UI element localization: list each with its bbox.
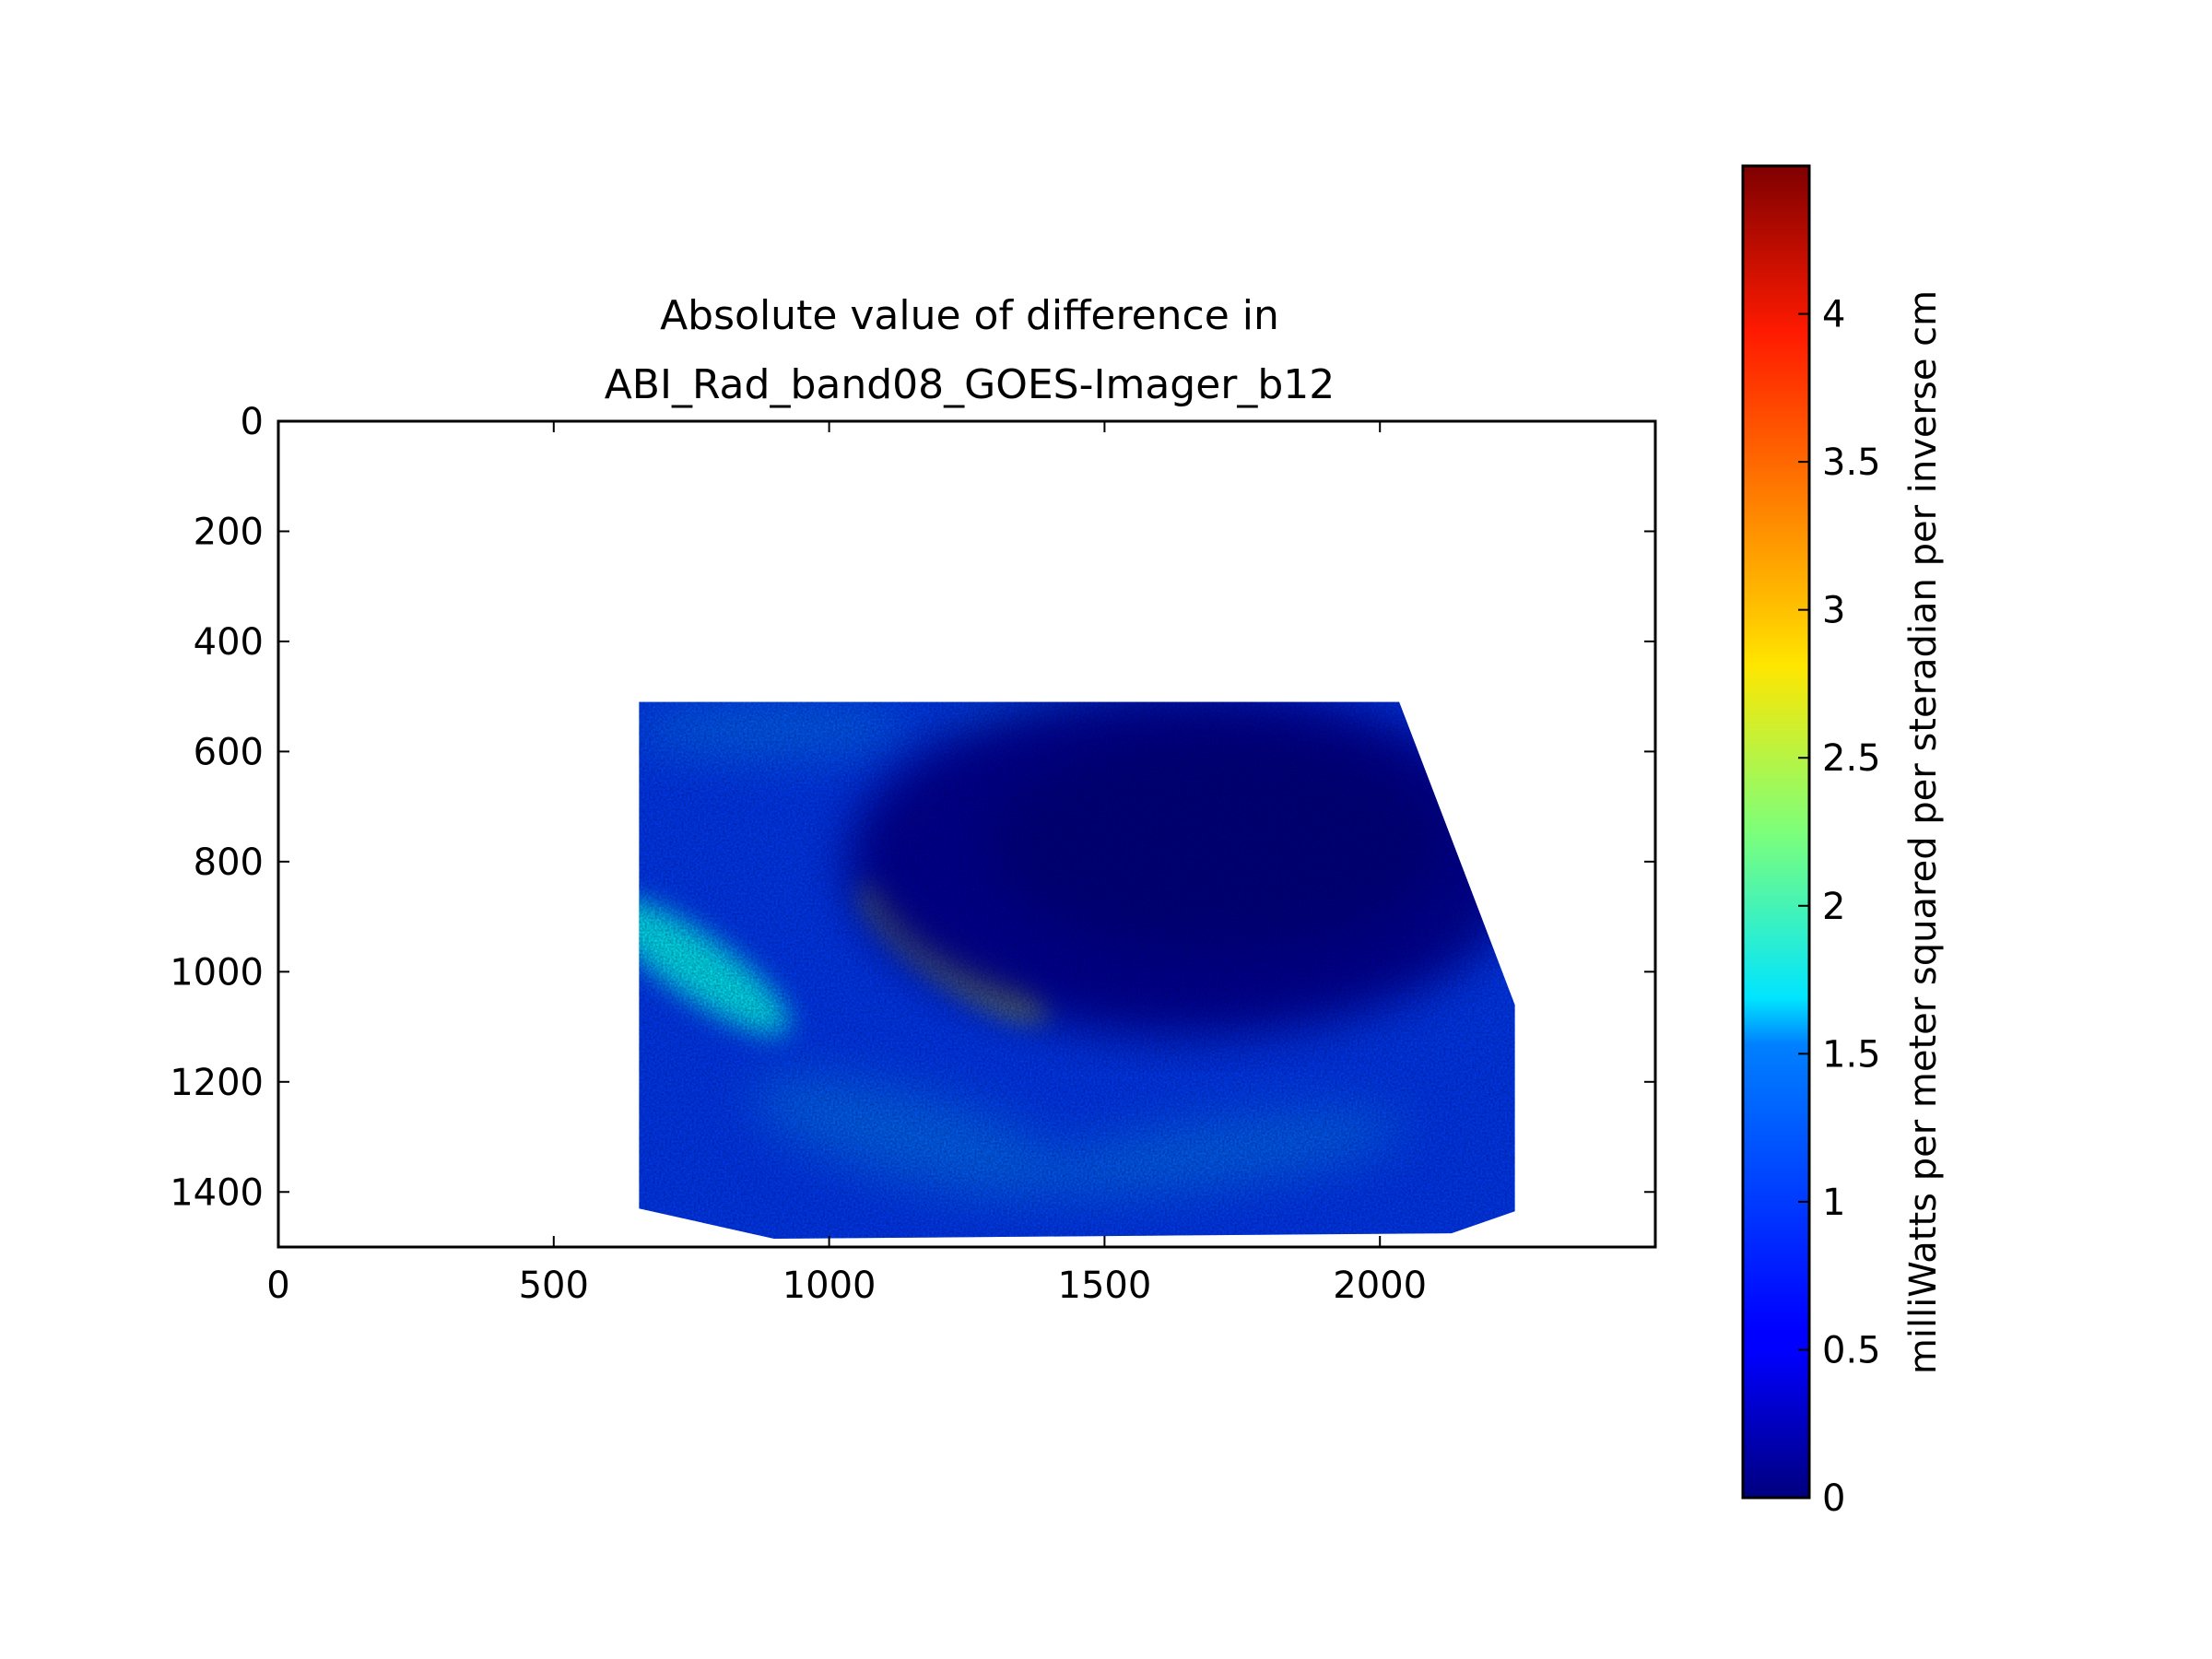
plot-frame (276, 419, 1657, 1249)
colorbar-tick-label: 0 (1822, 1477, 1845, 1520)
y-tick-label: 600 (194, 731, 264, 773)
colorbar-tick-label: 2 (1822, 886, 1845, 928)
chart-title-line-1: Absolute value of difference in (660, 292, 1279, 339)
colorbar-label: milliWatts per meter squared per steradi… (1902, 290, 1945, 1374)
y-tick-label: 0 (241, 401, 264, 443)
colorbar-tick-label: 1 (1822, 1182, 1845, 1224)
y-tick-label: 1000 (170, 951, 264, 994)
colorbar-axis: 0 0.5 1 1.5 2 2.5 3 3.5 4 (1798, 294, 1881, 1520)
x-axis: 0 500 1000 1500 2000 (266, 421, 1427, 1307)
x-tick-label: 500 (519, 1265, 589, 1307)
chart-title-line-2: ABI_Rad_band08_GOES-Imager_b12 (605, 361, 1335, 408)
y-tick-label: 1400 (170, 1171, 264, 1214)
y-tick-label: 400 (194, 621, 264, 664)
y-tick-label: 200 (194, 511, 264, 553)
colorbar-tick-label: 3.5 (1822, 441, 1881, 484)
x-tick-label: 1500 (1058, 1265, 1152, 1307)
y-tick-label: 800 (194, 841, 264, 884)
x-tick-label: 0 (266, 1265, 289, 1307)
x-tick-label: 1000 (782, 1265, 877, 1307)
y-axis: 0 200 400 600 800 1000 1200 1400 (170, 401, 1655, 1214)
colorbar-tick-label: 0.5 (1822, 1329, 1881, 1371)
pixel-noise (639, 701, 1515, 1239)
colorbar-tick-label: 4 (1822, 294, 1845, 336)
x-tick-label: 2000 (1333, 1265, 1427, 1307)
colorbar-tick-label: 1.5 (1822, 1033, 1881, 1076)
colorbar-tick-label: 3 (1822, 590, 1845, 632)
colorbar (1741, 164, 1811, 1500)
heatmap-image (639, 701, 1515, 1239)
y-tick-label: 1200 (170, 1062, 264, 1104)
colorbar-tick-label: 2.5 (1822, 737, 1881, 780)
